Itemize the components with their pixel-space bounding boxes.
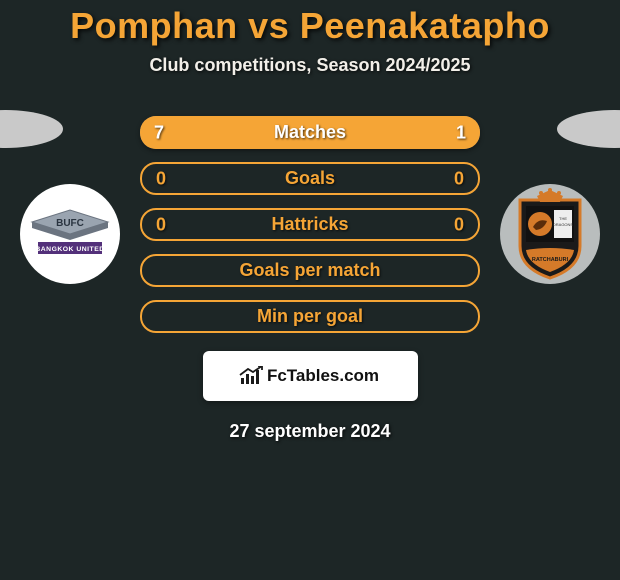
stat-value-left: 0 [156,214,166,235]
stat-value-left: 7 [154,122,164,143]
stat-label: Goals [285,168,335,189]
stat-bar-min-per-goal: Min per goal [140,300,480,333]
stat-value-right: 0 [454,214,464,235]
club-logo-left: BUFC BANGKOK UNITED [20,184,120,284]
svg-text:DRAGONS: DRAGONS [553,222,574,227]
stat-value-left: 0 [156,168,166,189]
stat-value-right: 1 [456,122,466,143]
bangkok-united-badge: BUFC BANGKOK UNITED [27,191,113,277]
stat-bar-hattricks: 0 Hattricks 0 [140,208,480,241]
stat-rows: 7 Matches 1 0 Goals 0 0 Hattricks 0 [140,116,480,333]
stat-value-right: 0 [454,168,464,189]
bar-chart-icon [241,368,261,384]
date-text: 27 september 2024 [0,421,620,442]
stat-label: Min per goal [257,306,363,327]
stat-bar-goals: 0 Goals 0 [140,162,480,195]
stat-label: Hattricks [271,214,348,235]
fctables-text: FcTables.com [267,366,379,386]
page-title: Pomphan vs Peenakatapho [0,5,620,47]
stats-area: BUFC BANGKOK UNITED THE DRAGONS RATCHABU [0,116,620,442]
svg-text:RATCHABURI: RATCHABURI [532,257,569,263]
logo-left-text-top: BUFC [56,218,84,229]
stat-bar-goals-per-match: Goals per match [140,254,480,287]
player-left-ellipse [0,110,63,148]
stat-label: Goals per match [239,260,380,281]
subtitle: Club competitions, Season 2024/2025 [0,55,620,76]
fctables-link[interactable]: FcTables.com [203,351,418,401]
infographic: Pomphan vs Peenakatapho Club competition… [0,0,620,580]
club-logo-right: THE DRAGONS RATCHABURI [500,184,600,284]
player-right-ellipse [557,110,620,148]
svg-text:THE: THE [559,216,567,221]
stat-bar-matches: 7 Matches 1 [140,116,480,149]
logo-left-text-bottom: BANGKOK UNITED [35,246,104,253]
stat-label: Matches [274,122,346,143]
